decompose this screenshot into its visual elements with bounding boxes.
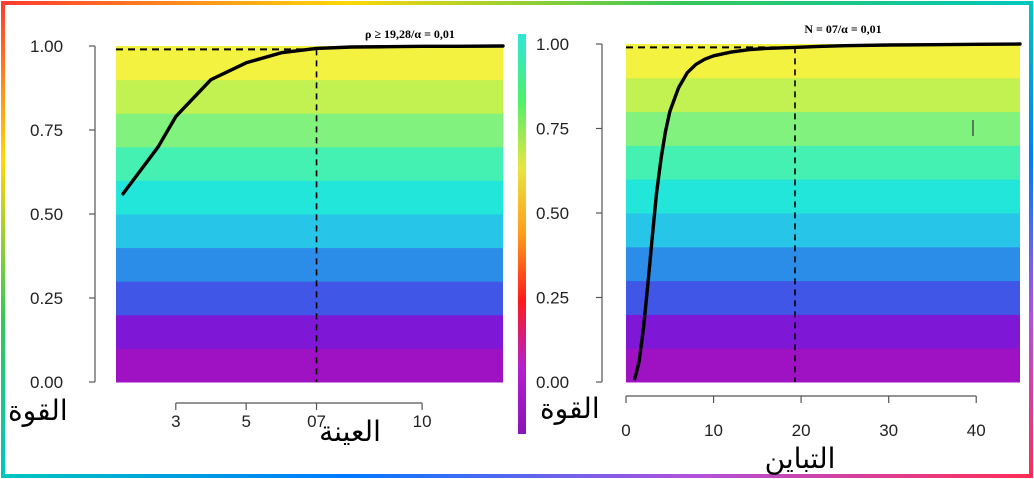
y-tick-label: 1.00 bbox=[30, 37, 63, 56]
y-axis-title: القوة bbox=[8, 394, 68, 427]
background-band bbox=[626, 314, 1020, 349]
x-tick-label: 10 bbox=[704, 421, 723, 440]
x-tick-label: 30 bbox=[879, 421, 898, 440]
background-band bbox=[116, 247, 503, 282]
y-tick-label: 0.00 bbox=[30, 373, 63, 392]
background-band bbox=[626, 348, 1020, 383]
background-band bbox=[116, 214, 503, 249]
background-band bbox=[116, 314, 503, 349]
background-band bbox=[116, 79, 503, 114]
background-band bbox=[626, 77, 1020, 113]
chart-panel-2: 0.00 0.25 0.50 0.75 1.00 0 10 20 30 40 N = 07/α = … bbox=[536, 22, 1022, 475]
background-band bbox=[116, 46, 503, 81]
y-tick-label: 0.25 bbox=[536, 289, 569, 308]
y-tick-label: 0.75 bbox=[30, 121, 63, 140]
x-tick-label: 07 bbox=[307, 412, 326, 431]
y-tick-label: 1.00 bbox=[536, 35, 569, 54]
power-curve bbox=[633, 42, 1022, 381]
background-band bbox=[626, 44, 1020, 79]
background-band bbox=[626, 246, 1020, 282]
x-tick-label: 5 bbox=[241, 412, 250, 431]
x-tick-label: 3 bbox=[171, 412, 180, 431]
x-tick-label: 40 bbox=[967, 421, 986, 440]
x-tick-label: 10 bbox=[413, 412, 432, 431]
y-axis-title: القوة bbox=[540, 392, 600, 425]
background-band bbox=[626, 280, 1020, 315]
background-band bbox=[626, 179, 1020, 214]
y-tick-label: 0.50 bbox=[536, 204, 569, 223]
background-band bbox=[116, 348, 503, 383]
background-band bbox=[116, 281, 503, 316]
power-curve bbox=[121, 44, 505, 196]
background-band bbox=[626, 111, 1020, 146]
x-axis-title: العينة bbox=[319, 415, 381, 448]
annotation-label: N = 07/α = 0,01 bbox=[804, 22, 881, 36]
y-tick-label: 0.25 bbox=[30, 289, 63, 308]
background-band bbox=[116, 180, 503, 215]
x-tick-label: 0 bbox=[621, 421, 630, 440]
y-tick-label: 0.50 bbox=[30, 205, 63, 224]
chart-panel-1: 0.00 0.25 0.50 0.75 1.00 3 5 07 10 ρ ≥ 19,28/α = … bbox=[8, 27, 505, 448]
background-band bbox=[626, 145, 1020, 180]
background-band bbox=[116, 146, 503, 181]
colorbar bbox=[518, 34, 526, 434]
background-band bbox=[626, 213, 1020, 248]
x-tick-label: 20 bbox=[792, 421, 811, 440]
background-band bbox=[116, 113, 503, 148]
x-axis-title: التباين bbox=[765, 442, 836, 475]
y-tick-label: 0.75 bbox=[536, 120, 569, 139]
annotation-label: ρ ≥ 19,28/α = 0,01 bbox=[365, 27, 455, 41]
y-tick-label: 0.00 bbox=[536, 373, 569, 392]
